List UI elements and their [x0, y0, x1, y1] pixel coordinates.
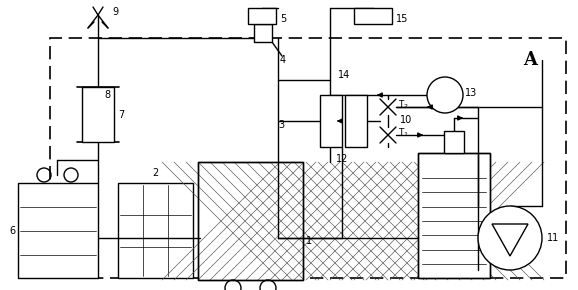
Text: 11: 11	[547, 233, 560, 243]
Text: 8: 8	[104, 90, 110, 100]
Bar	[18, 183, 98, 278]
Text: 10: 10	[400, 115, 412, 125]
Text: 6: 6	[10, 226, 16, 236]
Bar	[444, 131, 464, 153]
Text: 12: 12	[336, 154, 348, 164]
Bar	[345, 95, 367, 147]
Text: A: A	[523, 51, 537, 69]
Text: 9: 9	[112, 7, 118, 17]
Bar	[118, 183, 193, 278]
Bar	[354, 8, 392, 24]
Text: T$_2$: T$_2$	[398, 99, 409, 111]
Text: 7: 7	[118, 110, 124, 120]
Text: 13: 13	[465, 88, 477, 98]
Text: 14: 14	[338, 70, 350, 80]
Circle shape	[427, 77, 463, 113]
Bar	[82, 87, 114, 142]
Text: 15: 15	[396, 14, 409, 24]
Text: 5: 5	[280, 14, 286, 24]
Text: 4: 4	[280, 55, 286, 65]
Text: 1: 1	[306, 236, 312, 246]
Bar	[418, 153, 490, 278]
Text: 2: 2	[152, 168, 158, 178]
Bar	[248, 8, 276, 24]
Bar	[254, 24, 272, 42]
Bar	[198, 162, 303, 280]
Bar	[198, 162, 303, 280]
Text: T$_1$: T$_1$	[398, 127, 409, 139]
Bar	[50, 38, 566, 278]
Bar	[418, 153, 490, 278]
Text: 3: 3	[278, 120, 284, 130]
Bar	[320, 95, 342, 147]
Bar	[198, 162, 303, 280]
Circle shape	[478, 206, 542, 270]
